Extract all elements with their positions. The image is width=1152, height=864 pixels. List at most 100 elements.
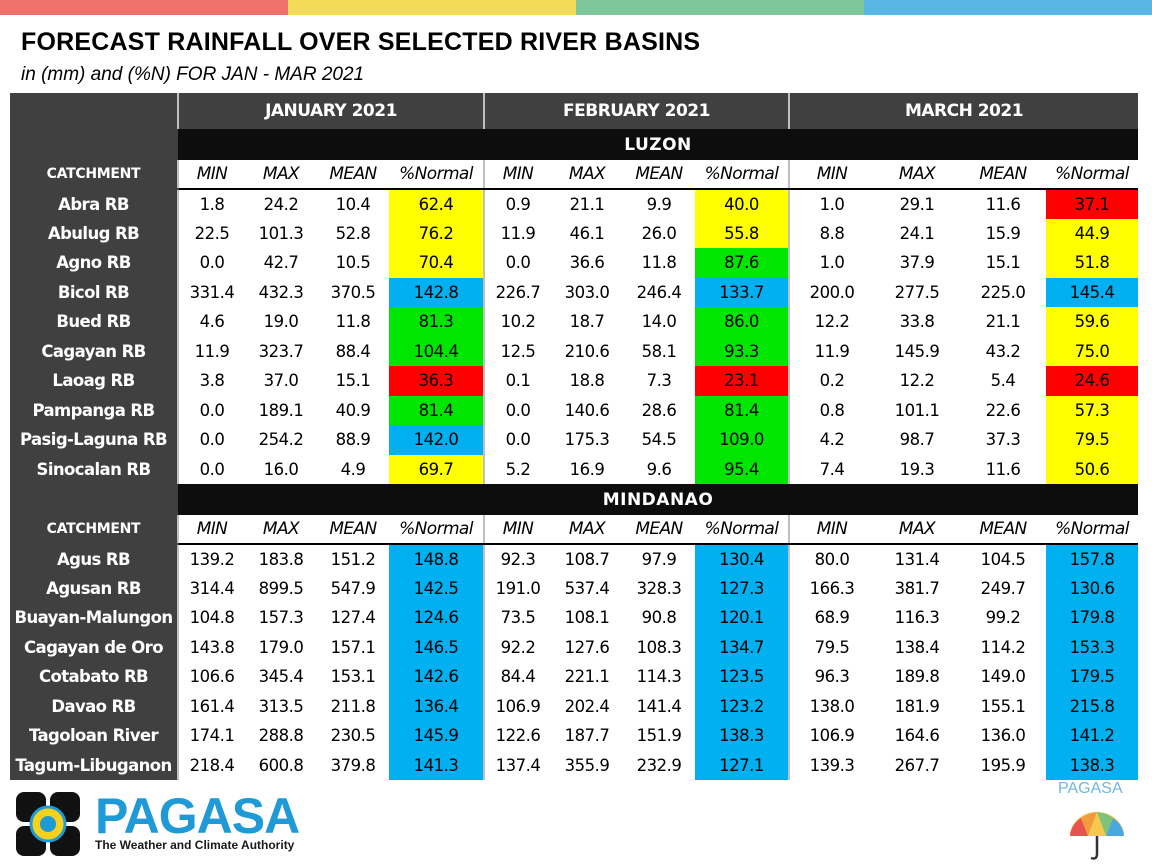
min-value: 200.0	[788, 277, 874, 307]
min-value: 0.0	[177, 395, 245, 425]
min-value: 174.1	[177, 721, 245, 751]
catchment-name: Bued RB	[10, 307, 178, 337]
max-value: 98.7	[899, 430, 935, 450]
mean-value: 14.0	[641, 312, 677, 332]
percent-normal-value: 142.8	[389, 277, 484, 307]
catchment-name: Buayan-Malungon	[10, 603, 178, 633]
max-value: 323.7	[258, 341, 304, 361]
percent-normal-value: 87.6	[695, 248, 789, 278]
max-value: 108.1	[564, 608, 610, 628]
mean-value: 136.0	[980, 726, 1026, 746]
table-row: Laoag RB 3.8 37.0 15.1 36.3 0.1 18.8 7.3 23.1 0.2…	[10, 366, 1138, 396]
percent-normal-value: 57.3	[1046, 395, 1138, 425]
column-header: MIN	[483, 160, 551, 190]
percent-normal-value: 86.0	[695, 307, 789, 337]
mean-value: 151.2	[330, 549, 376, 569]
max-value: 24.2	[263, 194, 299, 214]
min-value: 10.2	[483, 307, 551, 337]
min-value: 161.4	[177, 691, 245, 721]
table-row: Cagayan de Oro 143.8 179.0 157.1 146.5 92.2 12…	[10, 632, 1138, 662]
percent-normal-value: 145.9	[389, 721, 484, 751]
top-bar-segment-blue	[864, 0, 1152, 15]
table-row: Abulug RB 22.5 101.3 52.8 76.2 11.9 46.1 26.0 55…	[10, 218, 1138, 248]
max-value: 33.8	[899, 312, 935, 332]
table-row: Bicol RB 331.4 432.3 370.5 142.8 226.7 303.0 24…	[10, 277, 1138, 307]
mean-value: 108.3	[636, 637, 682, 657]
min-value: 0.0	[483, 248, 551, 278]
catchment-name: Bicol RB	[10, 277, 178, 307]
mean-value: 249.7	[980, 578, 1026, 598]
min-value: 4.6	[177, 307, 245, 337]
max-value: 288.8	[258, 726, 304, 746]
mean-value: 88.9	[335, 430, 371, 450]
max-value: 16.0	[263, 459, 299, 479]
month-header: JANUARY 2021	[177, 93, 484, 129]
min-value: 12.2	[788, 307, 874, 337]
mean-value: 58.1	[641, 341, 677, 361]
mean-value: 10.5	[335, 253, 371, 273]
mean-value: 88.4	[335, 341, 371, 361]
catchment-name: Abra RB	[10, 189, 178, 219]
min-value: 106.6	[177, 662, 245, 692]
table-row: Tagum-Libuganon 218.4 600.8 379.8 141.3 137.4…	[10, 750, 1138, 780]
min-value: 4.2	[788, 425, 874, 455]
region-side-cell	[10, 129, 178, 160]
mean-value: 195.9	[980, 755, 1026, 775]
percent-normal-value: 141.3	[389, 750, 484, 780]
min-value: 226.7	[483, 277, 551, 307]
min-value: 73.5	[483, 603, 551, 633]
percent-normal-value: 134.7	[695, 632, 789, 662]
percent-normal-value: 81.3	[389, 307, 484, 337]
mean-value: 155.1	[980, 696, 1026, 716]
percent-normal-value: 130.4	[695, 544, 789, 574]
column-header: MAX	[551, 515, 623, 545]
percent-normal-value: 44.9	[1046, 218, 1138, 248]
max-value: 116.3	[894, 608, 940, 628]
min-value: 7.4	[788, 454, 874, 484]
min-value: 166.3	[788, 573, 874, 603]
column-header: MEAN	[317, 515, 389, 545]
mean-value: 22.6	[985, 400, 1021, 420]
rainfall-table: JANUARY 2021 FEBRUARY 2021 MARCH 2021 LUZON…	[10, 93, 1138, 780]
mean-value: 4.9	[340, 459, 366, 479]
table-row: Davao RB 161.4 313.5 211.8 136.4 106.9 202.4 14…	[10, 691, 1138, 721]
pagasa-logo	[16, 792, 80, 856]
column-header: MEAN	[623, 515, 695, 545]
percent-normal-value: 146.5	[389, 632, 484, 662]
mean-value: 43.2	[985, 341, 1021, 361]
percent-normal-value: 70.4	[389, 248, 484, 278]
column-header: MIN	[788, 515, 874, 545]
percent-normal-value: 50.6	[1046, 454, 1138, 484]
max-value: 12.2	[899, 371, 935, 391]
mean-value: 9.6	[646, 459, 672, 479]
max-value: 189.1	[258, 400, 304, 420]
column-header: MAX	[874, 160, 960, 190]
percent-normal-value: 130.6	[1046, 573, 1138, 603]
table-row: Sinocalan RB 0.0 16.0 4.9 69.7 5.2 16.9 9.6 95.4…	[10, 454, 1138, 484]
min-value: 12.5	[483, 336, 551, 366]
mean-value: 232.9	[636, 755, 682, 775]
column-header: MEAN	[623, 160, 695, 190]
column-header: MEAN	[317, 160, 389, 190]
max-value: 42.7	[263, 253, 299, 273]
mean-value: 246.4	[636, 282, 682, 302]
mean-value: 28.6	[641, 400, 677, 420]
percent-normal-value: 157.8	[1046, 544, 1138, 574]
catchment-name: Tagum-Libuganon	[10, 750, 178, 780]
min-value: 8.8	[788, 218, 874, 248]
percent-normal-value: 145.4	[1046, 277, 1138, 307]
percent-normal-value: 81.4	[695, 395, 789, 425]
min-value: 218.4	[177, 750, 245, 780]
max-value: 37.9	[899, 253, 935, 273]
page-title: FORECAST RAINFALL OVER SELECTED RIVER BA…	[21, 28, 701, 56]
mean-value: 21.1	[985, 312, 1021, 332]
mean-value: 141.4	[636, 696, 682, 716]
min-value: 1.0	[788, 248, 874, 278]
max-value: 183.8	[258, 549, 304, 569]
region-label: MINDANAO	[178, 484, 1138, 515]
mean-value: 7.3	[646, 371, 672, 391]
column-header: MEAN	[960, 160, 1046, 190]
table-row: Buayan-Malungon 104.8 157.3 127.4 124.6 73.5 1…	[10, 603, 1138, 633]
min-value: 11.9	[483, 218, 551, 248]
region-label: LUZON	[178, 129, 1138, 160]
